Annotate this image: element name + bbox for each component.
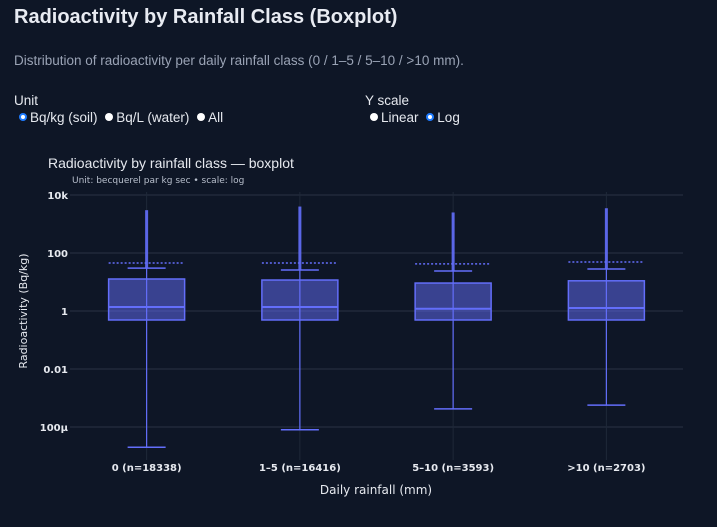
box [261,279,339,321]
radio-icon[interactable] [197,113,206,121]
option-label: Linear [381,109,419,125]
page-title: Radioactivity by Rainfall Class (Boxplot… [14,6,398,28]
x-tick-label: 0 (n=18338) [112,463,182,474]
radio-icon[interactable] [370,113,378,121]
y-tick-label: 0.01 [43,365,68,376]
unit-option-all[interactable]: All [197,110,223,125]
chart-title: Radioactivity by rainfall class — boxplo… [48,155,294,171]
unit-option-soil[interactable]: Bq/kg (soil) [19,110,98,125]
unit-label: Unit [14,93,39,108]
unit-option-water[interactable]: Bq/L (water) [105,110,189,125]
box [107,278,186,321]
box [567,280,646,321]
x-tick-label: 1–5 (n=16416) [259,463,341,474]
radio-icon[interactable] [426,113,435,121]
radio-icon[interactable] [19,113,27,121]
unit-control: Unit Bq/kg (soil) Bq/L (water) All [14,93,227,125]
x-tick-label: 5–10 (n=3593) [412,463,494,474]
radio-icon[interactable] [105,113,114,121]
y-tick-label: 10k [47,191,68,202]
option-label: Bq/kg (soil) [30,109,98,125]
option-label: All [208,109,224,125]
y-tick-label: 1 [61,307,68,318]
box [414,282,492,321]
chart-subtitle: Unit: becquerel par kg sec • scale: log [72,176,244,186]
yscale-control: Y scale Linear Log [365,93,464,125]
y-axis-label: Radioactivity (Bq/kg) [17,253,30,368]
x-tick-label: >10 (n=2703) [567,463,645,474]
option-label: Log [437,109,460,125]
yscale-label: Y scale [365,93,410,108]
page-subtitle: Distribution of radioactivity per daily … [14,53,464,68]
y-tick-label: 100 [47,249,68,260]
y-tick-label: 100µ [40,423,69,434]
yscale-option-log[interactable]: Log [426,110,460,125]
option-label: Bq/L (water) [116,109,190,125]
x-axis-label: Daily rainfall (mm) [320,483,432,497]
yscale-option-linear[interactable]: Linear [370,110,419,125]
